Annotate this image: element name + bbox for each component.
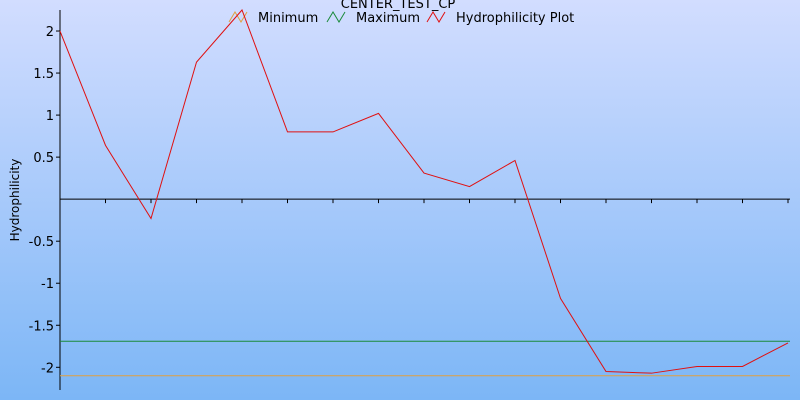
y-tick-label: -1.5 (29, 319, 54, 334)
y-tick-label: 1.5 (33, 67, 54, 82)
legend-icon (228, 11, 248, 23)
y-tick-label: 2 (46, 25, 54, 40)
y-tick-label: 0.5 (33, 151, 54, 166)
y-axis-label: Hydrophilicity (8, 159, 22, 242)
legend-label: Hydrophilicity Plot (456, 11, 574, 26)
legend-label: Maximum (356, 11, 420, 26)
y-tick-label: -1 (41, 277, 54, 292)
legend-icon (426, 11, 446, 23)
y-tick-label: 1 (46, 109, 54, 124)
y-tick-label: -0.5 (29, 235, 54, 250)
legend-label: Minimum (258, 11, 318, 26)
chart-title: CENTER_TEST_CP (341, 0, 456, 12)
legend-icon (326, 11, 346, 23)
plot-line (59, 9, 789, 374)
y-tick-label: -2 (41, 361, 54, 376)
